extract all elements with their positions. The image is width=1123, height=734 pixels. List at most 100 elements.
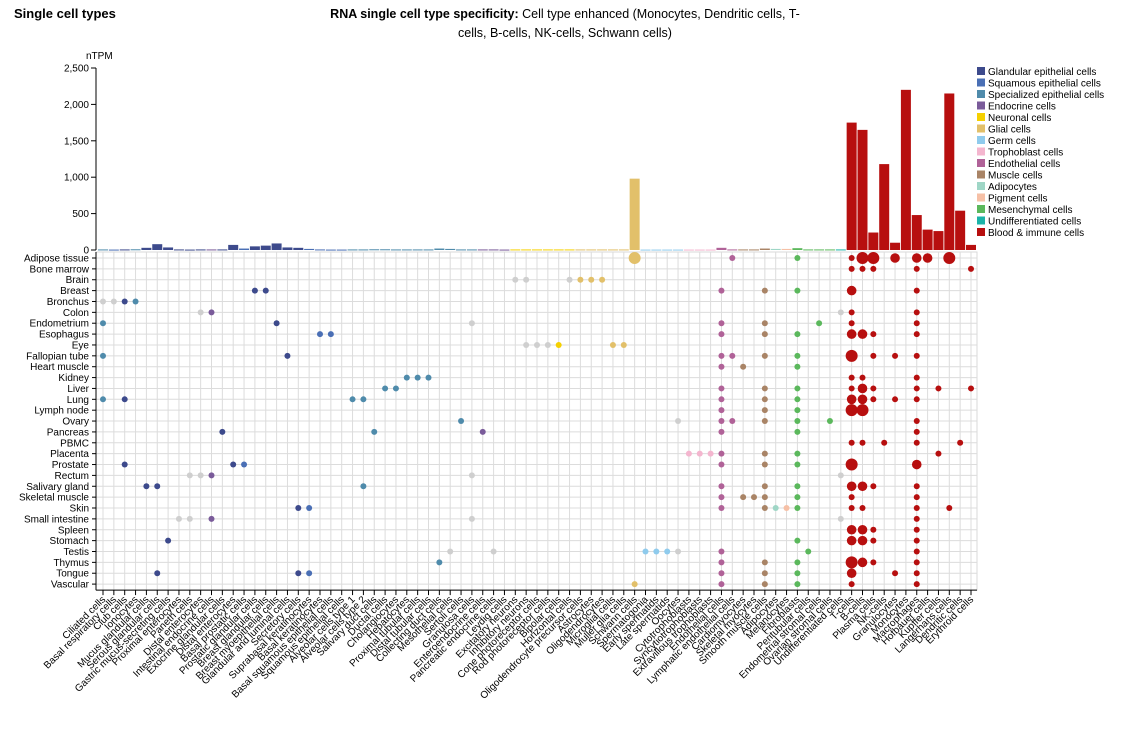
dot[interactable] [468,515,475,522]
dot[interactable] [523,341,530,348]
dot[interactable] [826,418,833,425]
dot[interactable] [846,524,857,535]
legend-item-adipocytes[interactable]: Adipocytes [988,182,1037,193]
bar[interactable] [900,89,911,250]
dot[interactable] [772,505,779,512]
dot[interactable] [729,418,736,425]
dot[interactable] [913,537,920,544]
dot[interactable] [675,418,682,425]
bar[interactable] [271,243,282,250]
dot[interactable] [251,287,258,294]
dot[interactable] [468,320,475,327]
bar[interactable] [499,249,510,251]
legend-item-undifferentiated-cells[interactable]: Undifferentiated cells [988,217,1081,228]
bar[interactable] [694,249,705,251]
legend-item-endothelial-cells[interactable]: Endothelial cells [988,159,1060,170]
bar[interactable] [477,249,488,251]
dot[interactable] [154,570,161,577]
bar[interactable] [401,249,412,251]
dot[interactable] [794,255,801,261]
dot[interactable] [870,483,877,490]
dot[interactable] [761,570,768,577]
dot[interactable] [859,265,866,272]
dot[interactable] [794,352,801,359]
dot[interactable] [175,515,182,522]
bar[interactable] [662,249,673,251]
dot[interactable] [523,276,530,283]
bar[interactable] [510,249,521,251]
dot[interactable] [856,404,869,417]
dot[interactable] [121,396,128,403]
dot[interactable] [208,309,215,316]
bar[interactable] [347,249,358,251]
bar[interactable] [119,249,130,251]
bar[interactable] [141,247,152,250]
bar[interactable] [857,129,868,250]
dot[interactable] [761,352,768,359]
bar[interactable] [163,247,174,250]
dot[interactable] [794,407,801,414]
dot[interactable] [913,570,920,577]
bar[interactable] [195,249,206,251]
dot[interactable] [870,537,877,544]
bar[interactable] [933,231,944,250]
bar[interactable] [260,245,271,250]
dot[interactable] [848,494,855,501]
dot[interactable] [761,559,768,566]
bar[interactable] [705,249,716,251]
legend-item-squamous-epithelial-cells[interactable]: Squamous epithelial cells [988,79,1101,90]
dot[interactable] [143,483,150,490]
bar[interactable] [944,93,955,250]
dot[interactable] [230,461,237,468]
dot[interactable] [186,515,193,522]
dot[interactable] [857,329,868,339]
dot[interactable] [857,383,868,394]
dot[interactable] [848,439,855,446]
dot[interactable] [846,481,857,492]
bar[interactable] [618,249,629,251]
dot[interactable] [890,253,900,263]
bar[interactable] [575,249,586,251]
dot[interactable] [327,331,334,338]
dot[interactable] [566,276,573,283]
dot[interactable] [685,450,692,457]
bar[interactable] [152,244,163,250]
dot[interactable] [599,276,606,283]
dot[interactable] [794,363,801,370]
dot[interactable] [197,309,204,316]
dot[interactable] [371,428,378,435]
dot[interactable] [859,505,866,512]
dot[interactable] [360,396,367,403]
dot[interactable] [718,331,725,338]
dot[interactable] [848,309,855,316]
dot[interactable] [761,581,768,588]
dot[interactable] [740,363,747,370]
dot[interactable] [718,418,725,425]
dot[interactable] [913,287,920,294]
bar[interactable] [781,248,792,250]
dot[interactable] [857,394,868,405]
dot[interactable] [447,548,454,555]
dot[interactable] [913,428,920,435]
dot[interactable] [262,287,269,294]
dot[interactable] [761,505,768,512]
dot[interactable] [794,559,801,566]
dot[interactable] [382,385,389,392]
dot[interactable] [414,374,421,381]
bar[interactable] [434,248,445,250]
dot[interactable] [913,331,920,338]
dot[interactable] [154,483,161,490]
dot[interactable] [718,494,725,501]
dot[interactable] [968,385,974,392]
bar[interactable] [966,244,976,250]
dot[interactable] [273,320,280,327]
dot[interactable] [403,374,410,381]
bar[interactable] [629,178,640,250]
dot[interactable] [707,450,714,457]
dot[interactable] [631,581,638,588]
bar[interactable] [911,215,922,250]
legend-item-glandular-epithelial-cells[interactable]: Glandular epithelial cells [988,67,1096,78]
dot[interactable] [857,481,868,492]
dot[interactable] [100,352,106,359]
bar[interactable] [586,249,597,251]
